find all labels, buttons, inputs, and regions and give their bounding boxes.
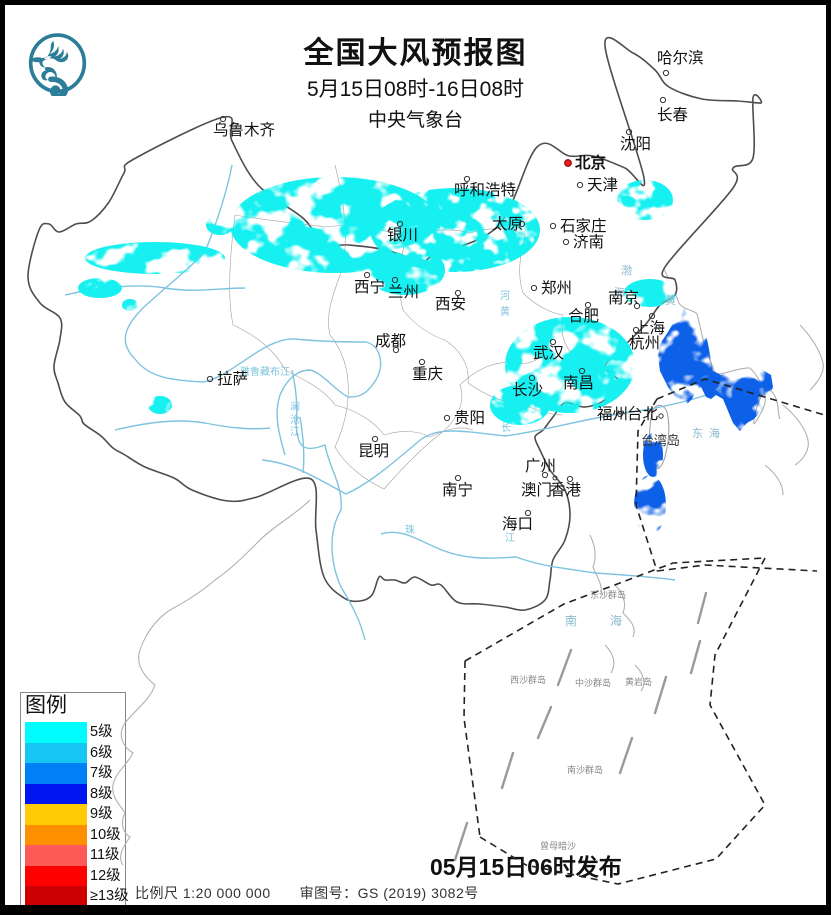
svg-text:昆明: 昆明 <box>358 443 389 460</box>
svg-text:北京: 北京 <box>575 153 606 172</box>
svg-text:海口: 海口 <box>502 515 533 533</box>
svg-text:黄岩岛: 黄岩岛 <box>625 676 652 687</box>
svg-text:济南: 济南 <box>573 233 604 251</box>
svg-text:南京: 南京 <box>608 289 639 307</box>
svg-text:天津: 天津 <box>587 176 618 194</box>
svg-text:兰州: 兰州 <box>388 283 419 301</box>
svg-text:南宁: 南宁 <box>442 481 473 499</box>
svg-text:江: 江 <box>290 426 300 438</box>
svg-text:长: 长 <box>501 422 511 434</box>
svg-text:香港: 香港 <box>550 481 582 499</box>
svg-text:西宁: 西宁 <box>354 278 385 296</box>
svg-text:南昌: 南昌 <box>563 374 594 392</box>
svg-text:石家庄: 石家庄 <box>560 217 607 235</box>
svg-text:福州: 福州 <box>597 405 628 423</box>
svg-text:澜: 澜 <box>290 401 300 413</box>
svg-text:长沙: 长沙 <box>512 381 543 399</box>
svg-text:渤: 渤 <box>621 264 632 277</box>
svg-text:澳门: 澳门 <box>521 481 552 499</box>
svg-text:乌鲁木齐: 乌鲁木齐 <box>213 121 275 139</box>
svg-text:西沙群岛: 西沙群岛 <box>510 674 546 685</box>
svg-text:沧: 沧 <box>290 413 300 426</box>
svg-text:呼和浩特: 呼和浩特 <box>454 181 516 199</box>
svg-text:海: 海 <box>610 613 622 628</box>
svg-text:重庆: 重庆 <box>412 365 443 383</box>
svg-text:河: 河 <box>500 290 510 302</box>
svg-text:黄: 黄 <box>500 305 510 318</box>
svg-text:哈尔滨: 哈尔滨 <box>657 49 704 67</box>
svg-text:合肥: 合肥 <box>568 307 599 325</box>
svg-text:台湾岛: 台湾岛 <box>641 433 680 448</box>
svg-text:银川: 银川 <box>387 226 418 244</box>
svg-text:海: 海 <box>709 426 720 440</box>
svg-text:太原: 太原 <box>492 215 523 233</box>
svg-text:台北: 台北 <box>627 405 659 423</box>
svg-text:南沙群岛: 南沙群岛 <box>567 764 603 775</box>
svg-text:西安: 西安 <box>435 295 466 313</box>
svg-text:拉萨: 拉萨 <box>217 370 248 388</box>
svg-text:曾母暗沙: 曾母暗沙 <box>540 840 576 851</box>
svg-text:成都: 成都 <box>375 332 406 350</box>
svg-text:中沙群岛: 中沙群岛 <box>575 677 611 688</box>
svg-text:江: 江 <box>505 532 515 544</box>
svg-text:郑州: 郑州 <box>541 279 572 297</box>
svg-text:东沙群岛: 东沙群岛 <box>590 589 626 600</box>
svg-text:黄: 黄 <box>665 293 676 307</box>
svg-text:杭州: 杭州 <box>629 334 660 352</box>
svg-text:贵阳: 贵阳 <box>454 409 485 427</box>
svg-text:东: 东 <box>692 427 703 440</box>
svg-text:珠: 珠 <box>405 523 415 536</box>
svg-text:广州: 广州 <box>525 457 556 475</box>
svg-text:武汉: 武汉 <box>533 344 565 362</box>
svg-text:南: 南 <box>565 613 577 628</box>
svg-text:长春: 长春 <box>657 106 688 124</box>
svg-text:沈阳: 沈阳 <box>620 135 651 153</box>
